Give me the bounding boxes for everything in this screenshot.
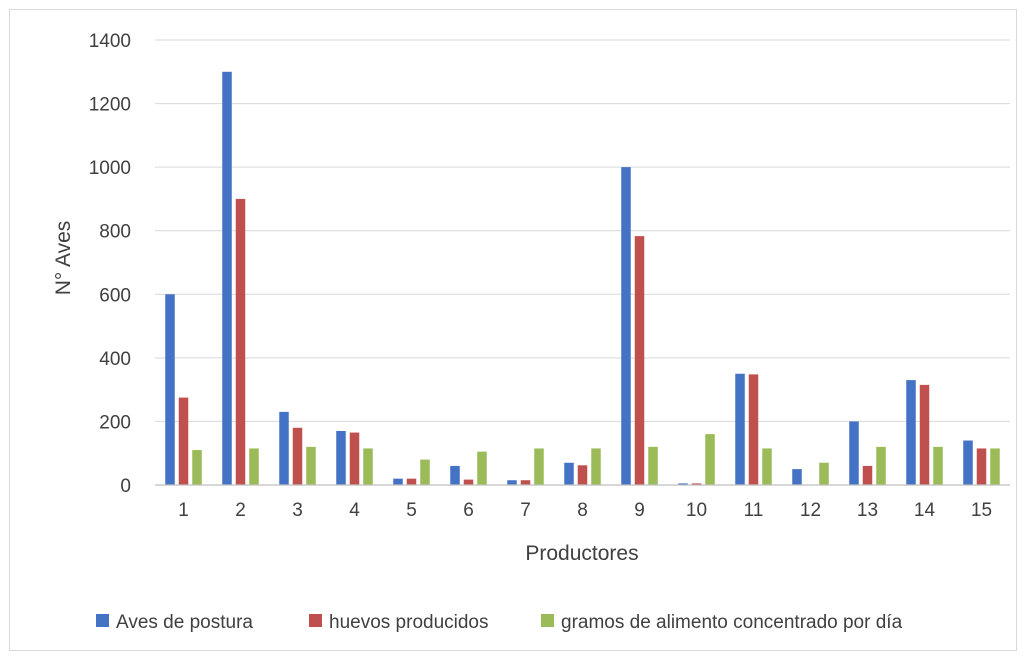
- bar-series-1-cat-8: [564, 462, 574, 485]
- x-tick-label: 11: [744, 500, 764, 521]
- bar-series-1-cat-15: [963, 440, 973, 485]
- legend-swatch-series-2: [309, 614, 322, 627]
- chart-frame: [9, 9, 1017, 651]
- bar-series-2-cat-9: [634, 236, 645, 485]
- y-tick-label: 200: [99, 412, 131, 433]
- bar-series-2-cat-7: [520, 480, 531, 485]
- bar-series-3-cat-10: [705, 434, 715, 485]
- legend: Aves de postura huevos producidos gramos d…: [96, 612, 903, 633]
- y-tick-label: 600: [99, 285, 131, 306]
- bar-series-3-cat-7: [534, 448, 544, 485]
- legend-label-series-3: gramos de alimento concentrado por día: [561, 612, 903, 633]
- legend-swatch-series-1: [96, 614, 109, 627]
- x-tick-label: 10: [686, 500, 707, 521]
- bar-series-1-cat-3: [279, 411, 289, 485]
- bar-series-2-cat-3: [292, 427, 303, 485]
- bar-series-1-cat-1: [165, 294, 175, 485]
- x-axis-title: Productores: [525, 542, 638, 565]
- x-tick-label: 8: [577, 500, 588, 521]
- x-tick-label: 2: [235, 500, 246, 521]
- y-tick-label: 1400: [89, 31, 131, 52]
- bar-series-1-cat-5: [393, 478, 403, 485]
- x-tick-label: 7: [520, 500, 531, 521]
- bar-series-2-cat-13: [862, 465, 873, 485]
- bar-series-2-cat-4: [349, 432, 360, 485]
- bars: [165, 71, 1000, 486]
- bar-series-1-cat-6: [450, 465, 460, 485]
- bar-series-2-cat-11: [748, 374, 759, 485]
- bar-series-2-cat-8: [577, 465, 588, 485]
- bar-series-3-cat-12: [819, 462, 829, 485]
- y-tick-label: 0: [120, 476, 131, 497]
- bar-series-2-cat-6: [463, 479, 474, 485]
- legend-label-series-2: huevos producidos: [329, 612, 489, 633]
- y-axis-title: N° Aves: [52, 221, 75, 296]
- bar-series-3-cat-5: [420, 459, 430, 485]
- bar-series-3-cat-15: [990, 448, 1000, 485]
- bar-series-3-cat-14: [933, 446, 943, 485]
- gridlines: [155, 39, 1010, 422]
- bar-series-1-cat-9: [621, 167, 631, 485]
- bar-series-3-cat-6: [477, 451, 487, 485]
- x-tick-label: 5: [406, 500, 417, 521]
- bar-series-3-cat-1: [192, 450, 202, 485]
- bar-series-2-cat-15: [976, 448, 987, 485]
- bar-series-1-cat-11: [735, 373, 745, 485]
- bar-series-3-cat-9: [648, 446, 658, 485]
- bar-series-3-cat-3: [306, 446, 316, 485]
- x-tick-label: 6: [463, 500, 474, 521]
- bar-series-2-cat-5: [406, 478, 417, 485]
- y-tick-label: 1200: [89, 95, 131, 116]
- bar-series-2-cat-10: [691, 483, 702, 485]
- x-tick-label: 15: [971, 500, 992, 521]
- legend-label-series-1: Aves de postura: [116, 612, 253, 633]
- bar-series-2-cat-14: [919, 384, 930, 485]
- legend-swatch-series-3: [541, 614, 554, 627]
- x-tick-label: 12: [800, 500, 821, 521]
- y-tick-label: 400: [99, 349, 131, 370]
- bar-series-3-cat-8: [591, 448, 601, 485]
- x-tick-label: 14: [914, 500, 936, 521]
- bar-series-2-cat-2: [235, 198, 246, 485]
- x-tick-label: 13: [857, 500, 878, 521]
- bar-series-1-cat-14: [906, 380, 916, 485]
- x-tick-label: 4: [349, 500, 360, 521]
- bar-series-1-cat-13: [849, 421, 859, 485]
- y-tick-label: 1000: [89, 158, 131, 179]
- bar-series-1-cat-4: [336, 430, 346, 485]
- bar-series-1-cat-7: [507, 480, 517, 485]
- bar-series-3-cat-4: [363, 448, 373, 485]
- bar-series-3-cat-11: [762, 448, 772, 485]
- bar-series-1-cat-12: [792, 469, 802, 485]
- bar-series-1-cat-10: [678, 483, 688, 485]
- bar-series-2-cat-1: [178, 397, 189, 485]
- x-tick-label: 1: [178, 500, 189, 521]
- x-tick-label: 3: [292, 500, 303, 521]
- bar-series-1-cat-2: [222, 71, 232, 486]
- bar-series-3-cat-2: [249, 448, 259, 485]
- x-tick-label: 9: [634, 500, 645, 521]
- bar-series-3-cat-13: [876, 446, 886, 485]
- y-tick-label: 800: [99, 222, 131, 243]
